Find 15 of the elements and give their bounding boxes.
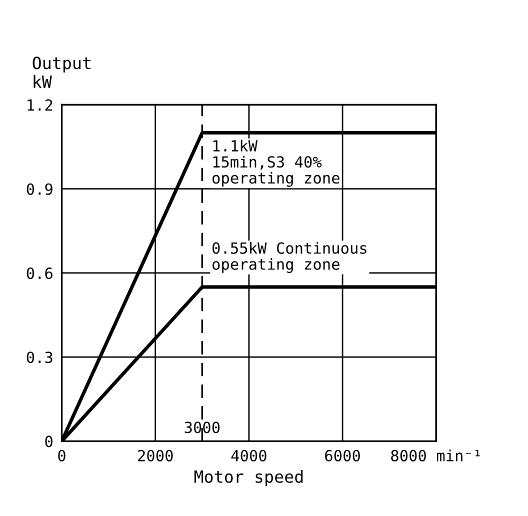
x-tick-label: 2000: [138, 450, 173, 462]
ref-line-label: 3000: [184, 422, 220, 434]
x-tick-label: 6000: [325, 450, 360, 462]
y-tick-label: 0.6: [26, 267, 52, 280]
y-tick-label: 0.9: [26, 183, 52, 195]
x-tick-label: 4000: [231, 450, 266, 462]
y-tick-label: 1.2: [28, 99, 52, 111]
y-tick-label: 0.3: [26, 352, 52, 364]
annotation: 0.55kW Continuous operating zone: [212, 242, 366, 273]
annotation: 1.1kW 15min,S3 40% operating zone: [212, 140, 340, 187]
y-tick-label: 0: [45, 436, 52, 448]
x-axis-title: Motor speed: [194, 470, 303, 486]
x-tick-label: 0: [58, 450, 66, 462]
x-tick-label: 8000 min⁻¹: [391, 450, 480, 462]
y-axis-title: Output kW: [32, 56, 90, 88]
